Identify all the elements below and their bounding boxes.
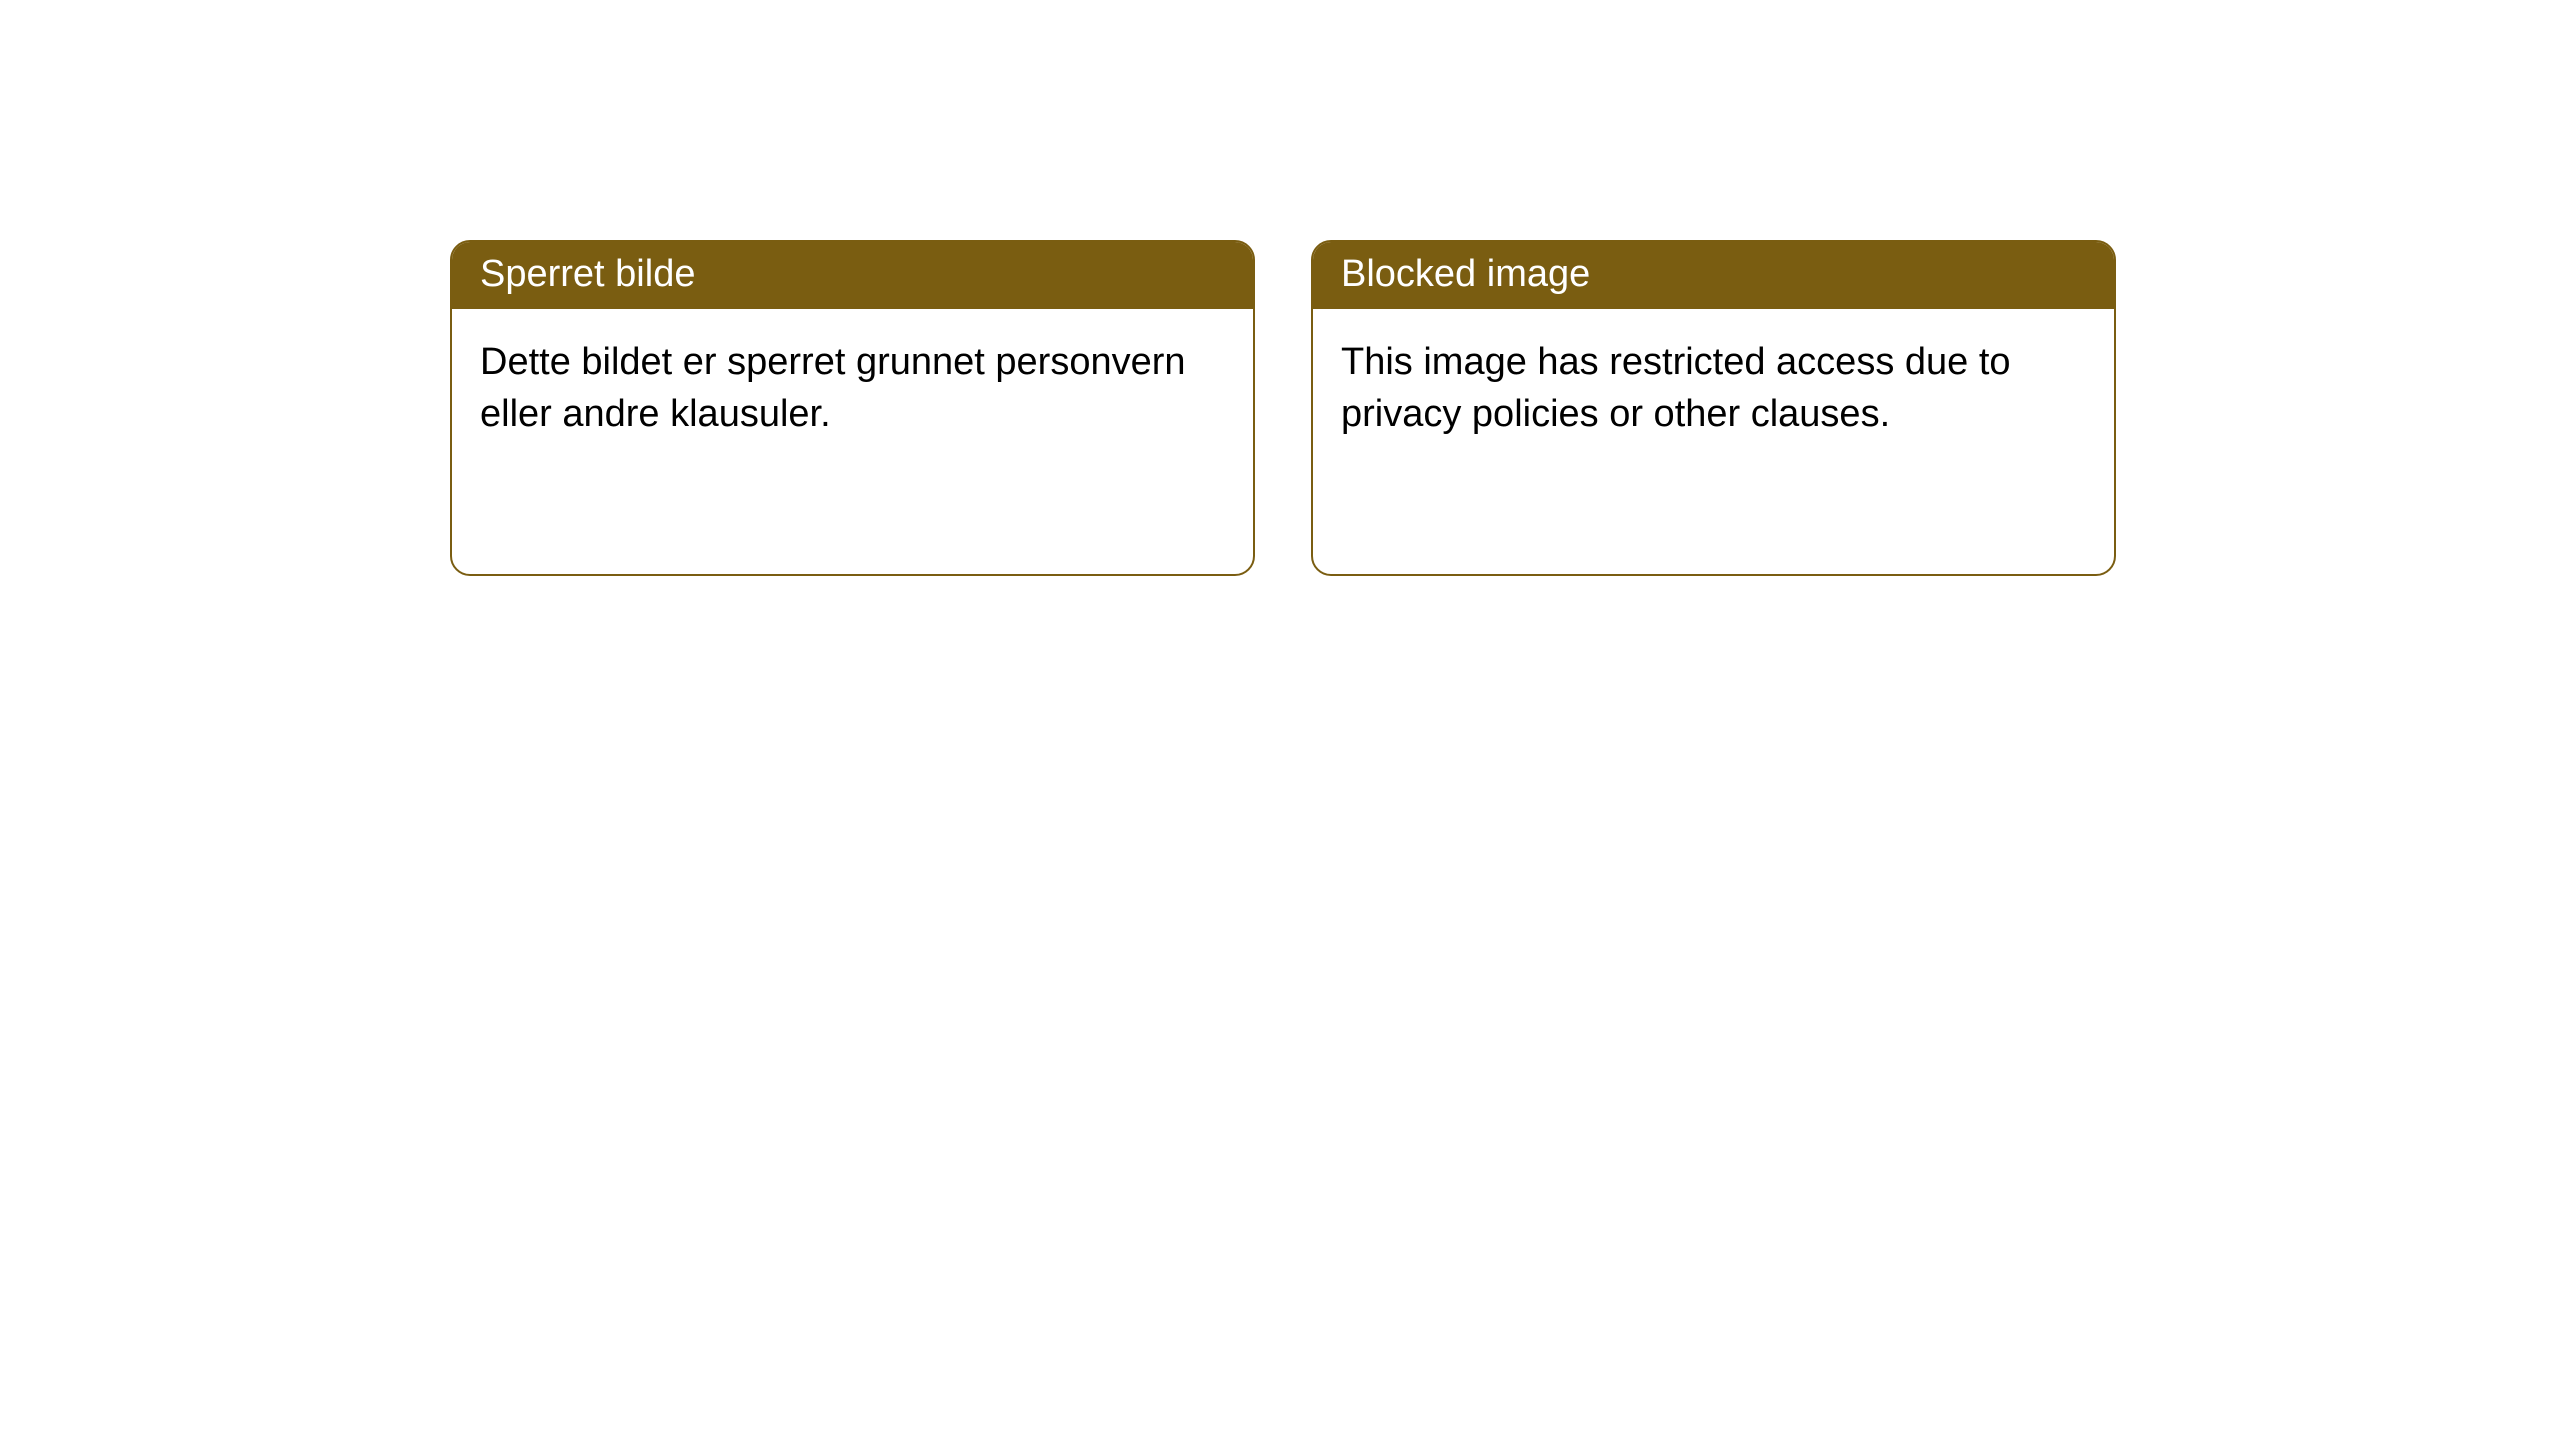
notice-header: Blocked image [1313, 242, 2114, 309]
notice-container: Sperret bilde Dette bildet er sperret gr… [0, 0, 2560, 576]
notice-body: This image has restricted access due to … [1313, 309, 2114, 468]
notice-header: Sperret bilde [452, 242, 1253, 309]
notice-body: Dette bildet er sperret grunnet personve… [452, 309, 1253, 468]
notice-card-english: Blocked image This image has restricted … [1311, 240, 2116, 576]
notice-card-norwegian: Sperret bilde Dette bildet er sperret gr… [450, 240, 1255, 576]
